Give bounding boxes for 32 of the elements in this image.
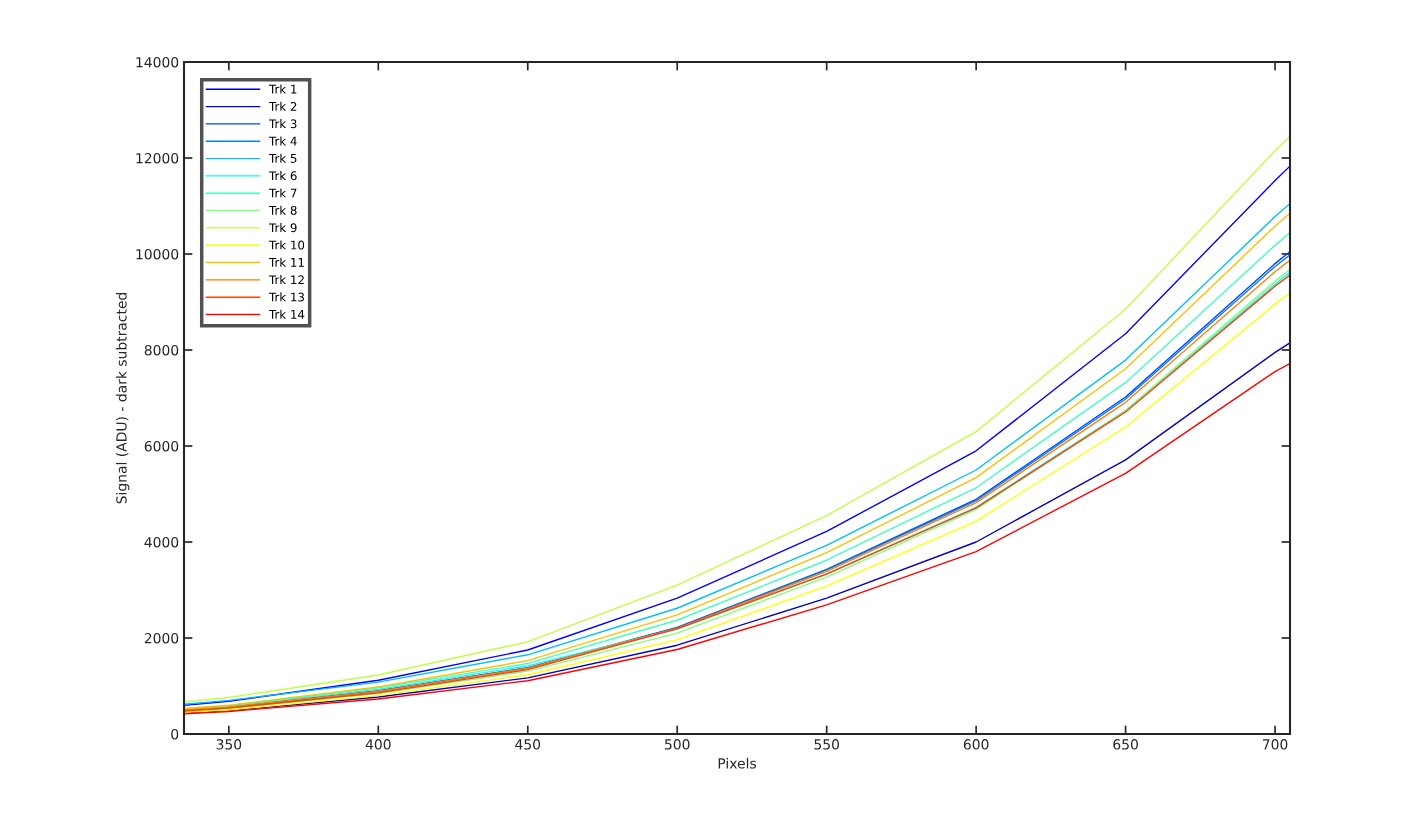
x-tick-label: 700 [1262,739,1288,750]
x-tick-label: 600 [963,739,989,750]
legend-label: Trk 11 [268,257,304,267]
legend-label: Trk 4 [268,136,297,146]
x-tick-label: 350 [216,739,242,750]
y-tick-label: 4000 [144,536,179,548]
legend-label: Trk 13 [268,292,304,302]
y-tick-label: 10000 [136,248,179,260]
y-tick-label: 2000 [144,632,179,644]
legend-label: Trk 3 [268,119,297,129]
y-axis-title: Signal (ADU) - dark subtracted [115,292,130,504]
y-tick-label: 0 [171,728,179,740]
y-tick-label: 6000 [144,440,179,452]
legend-label: Trk 10 [268,240,305,250]
x-tick-label: 450 [515,739,541,750]
legend-label: Trk 5 [268,153,297,163]
legend-label: Trk 7 [268,188,297,198]
x-tick-label: 650 [1113,739,1138,750]
legend-label: Trk 12 [268,275,304,285]
y-tick-label: 14000 [136,56,179,68]
legend-label: Trk 8 [268,205,297,215]
x-tick-label: 500 [665,739,690,750]
x-axis-title: Pixels [718,757,756,769]
legend-label: Trk 9 [268,223,297,233]
legend-label: Trk 6 [268,171,297,181]
x-tick-label: 550 [814,739,840,750]
legend-label: Trk 14 [268,309,305,319]
legend-label: Trk 2 [268,101,297,111]
y-tick-label: 12000 [136,152,179,164]
legend-label: Trk 1 [268,84,297,94]
x-tick-label: 400 [365,739,391,750]
y-tick-label: 8000 [144,344,179,356]
